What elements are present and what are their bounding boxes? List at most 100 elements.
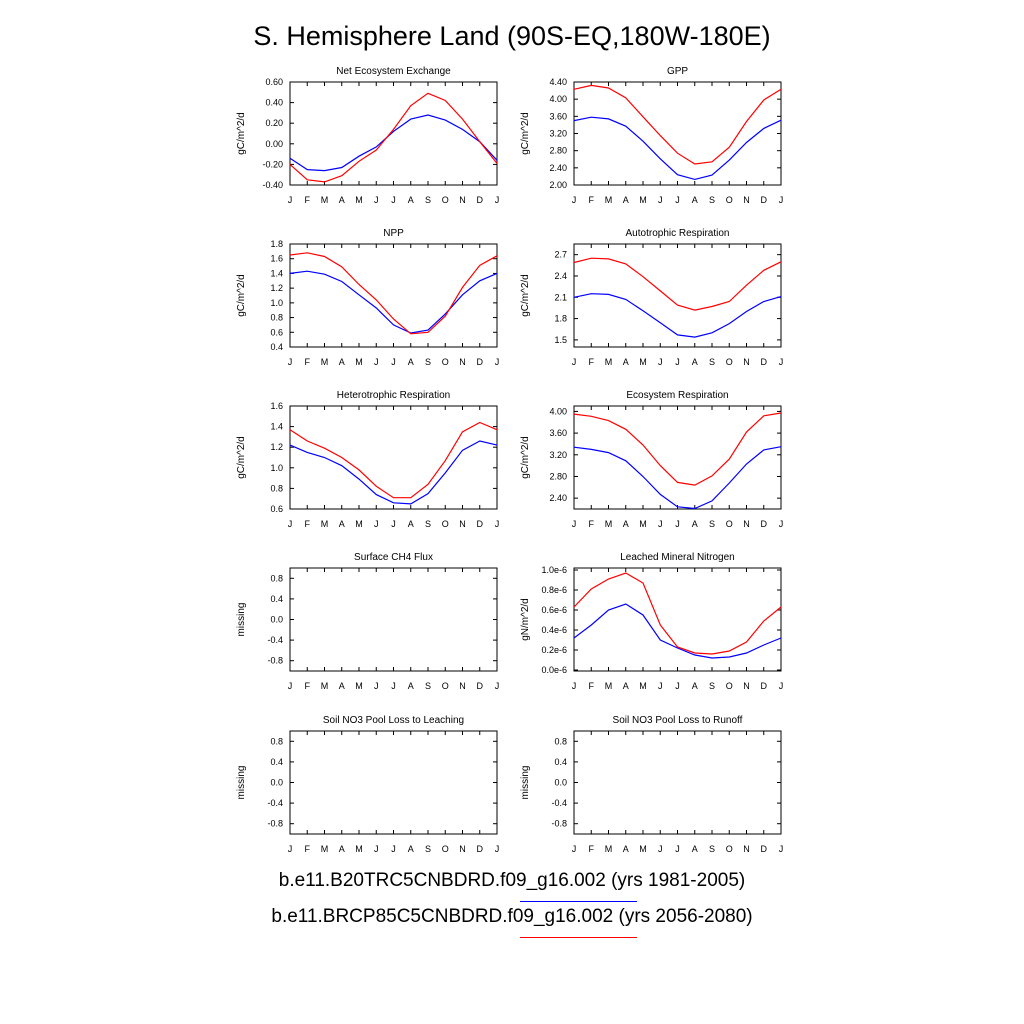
x-tick-label: N — [459, 844, 466, 854]
y-tick-label: 1.8 — [554, 314, 567, 324]
x-tick-label: M — [355, 681, 363, 691]
x-tick-label: A — [408, 357, 414, 367]
y-tick-label: -0.4 — [551, 798, 567, 808]
y-tick-label: 2.7 — [554, 250, 567, 260]
x-tick-label: N — [743, 844, 750, 854]
x-tick-label: S — [425, 844, 431, 854]
y-tick-label: 0.4 — [270, 757, 283, 767]
y-tick-label: 3.20 — [549, 450, 567, 460]
x-tick-label: D — [477, 681, 484, 691]
x-tick-label: M — [605, 195, 613, 205]
x-tick-label: A — [692, 681, 698, 691]
x-tick-label: M — [639, 681, 647, 691]
y-tick-label: 0.4e-6 — [541, 625, 567, 635]
x-tick-label: J — [391, 357, 396, 367]
x-tick-label: J — [495, 357, 500, 367]
x-tick-label: J — [495, 681, 500, 691]
chart-title: Soil NO3 Pool Loss to Runoff — [613, 715, 743, 726]
x-tick-label: J — [658, 519, 663, 529]
x-tick-label: N — [743, 681, 750, 691]
x-tick-label: M — [321, 681, 329, 691]
series-line-red — [573, 572, 782, 655]
x-tick-label: J — [374, 519, 379, 529]
x-tick-label: S — [425, 357, 431, 367]
y-tick-label: 0.0 — [270, 778, 283, 788]
x-tick-label: A — [408, 844, 414, 854]
x-tick-label: D — [761, 195, 768, 205]
x-tick-label: N — [459, 519, 466, 529]
x-tick-label: J — [572, 519, 577, 529]
x-tick-label: M — [639, 844, 647, 854]
x-tick-label: O — [726, 844, 733, 854]
y-tick-label: 0.00 — [265, 139, 283, 149]
x-tick-label: S — [425, 519, 431, 529]
y-tick-label: 0.6 — [270, 327, 283, 337]
y-tick-label: 2.40 — [549, 493, 567, 503]
x-tick-label: D — [477, 519, 484, 529]
x-tick-label: F — [589, 844, 595, 854]
y-axis-label: gC/m^2/d — [236, 112, 247, 155]
x-tick-label: J — [391, 519, 396, 529]
y-tick-label: 0.6 — [270, 504, 283, 514]
x-tick-label: M — [321, 357, 329, 367]
y-tick-label: 0.8e-6 — [541, 585, 567, 595]
y-tick-label: 1.6 — [270, 401, 283, 411]
plot-frame — [289, 567, 498, 672]
y-tick-label: 0.8 — [270, 483, 283, 493]
x-tick-label: J — [675, 519, 680, 529]
y-axis-label: missing — [236, 603, 247, 637]
y-tick-label: 3.60 — [549, 428, 567, 438]
x-tick-label: S — [709, 844, 715, 854]
y-tick-label: -0.8 — [267, 656, 283, 666]
y-tick-label: -0.40 — [262, 180, 283, 190]
x-tick-label: M — [321, 844, 329, 854]
x-tick-label: J — [374, 844, 379, 854]
x-tick-label: J — [572, 844, 577, 854]
x-tick-label: A — [623, 357, 629, 367]
series-line-blue — [573, 446, 782, 510]
y-tick-label: 2.4 — [554, 271, 567, 281]
x-tick-label: J — [658, 195, 663, 205]
chart-title: NPP — [383, 228, 404, 239]
legend-line-blue — [520, 901, 637, 902]
y-tick-label: -0.20 — [262, 159, 283, 169]
y-tick-label: 0.2e-6 — [541, 645, 567, 655]
y-tick-label: 0.4 — [554, 757, 567, 767]
x-tick-label: J — [495, 519, 500, 529]
y-axis-label: missing — [520, 766, 531, 800]
x-tick-label: J — [288, 844, 293, 854]
x-tick-label: A — [623, 844, 629, 854]
x-tick-label: J — [391, 681, 396, 691]
x-tick-label: J — [779, 681, 784, 691]
x-tick-label: J — [572, 357, 577, 367]
y-tick-label: 0.8 — [270, 313, 283, 323]
series-line-red — [573, 412, 782, 486]
x-tick-label: M — [355, 195, 363, 205]
x-tick-label: A — [692, 844, 698, 854]
plot-frame — [289, 243, 498, 348]
x-tick-label: A — [339, 519, 345, 529]
x-tick-label: A — [692, 519, 698, 529]
x-tick-label: A — [623, 195, 629, 205]
x-tick-label: A — [339, 195, 345, 205]
y-tick-label: 1.0e-6 — [541, 565, 567, 575]
x-tick-label: O — [442, 519, 449, 529]
x-tick-label: A — [623, 519, 629, 529]
x-tick-label: F — [305, 844, 311, 854]
x-tick-label: J — [374, 195, 379, 205]
x-tick-label: F — [305, 519, 311, 529]
series-line-red — [573, 84, 782, 165]
x-tick-label: F — [589, 681, 595, 691]
y-tick-label: 0.0 — [270, 615, 283, 625]
plot-frame — [289, 405, 498, 510]
y-axis-label: gC/m^2/d — [236, 274, 247, 317]
chart-title: Ecosystem Respiration — [626, 390, 728, 401]
x-tick-label: F — [589, 195, 595, 205]
